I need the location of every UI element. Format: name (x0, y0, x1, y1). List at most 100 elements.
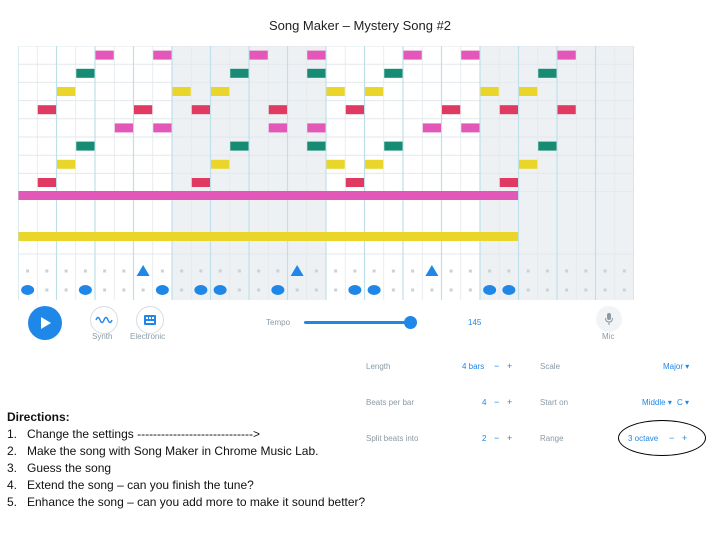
length-plus-button[interactable]: + (507, 361, 513, 371)
note-block (230, 68, 249, 78)
direction-item: 4. Extend the song – can you finish the … (7, 477, 427, 494)
percussion-triangle (136, 265, 150, 276)
tempo-slider-thumb[interactable] (404, 316, 417, 329)
start-on-select[interactable]: Middle ▾ (642, 398, 672, 407)
percussion-dot (314, 288, 318, 292)
percussion-dot (218, 269, 222, 273)
note-block (519, 159, 538, 169)
percussion-circle (502, 285, 516, 295)
percussion-dot (45, 269, 49, 273)
percussion-dot (103, 269, 107, 273)
percussion-dot (584, 269, 588, 273)
note-block (345, 178, 364, 187)
length-label: Length (366, 362, 391, 371)
note-block (249, 50, 268, 60)
direction-text: Extend the song – can you finish the tun… (27, 478, 254, 492)
note-block (442, 105, 461, 115)
split-minus-button[interactable]: − (494, 433, 500, 443)
percussion-dot (122, 269, 126, 273)
direction-number: 2. (7, 444, 18, 458)
percussion-dot (334, 269, 338, 273)
beats-plus-button[interactable]: + (507, 397, 513, 407)
note-block (384, 68, 403, 78)
percussion-dot (122, 288, 126, 292)
note-block (57, 159, 76, 169)
percussion-dot (449, 269, 453, 273)
direction-number: 3. (7, 461, 18, 475)
percussion-dot (180, 288, 184, 292)
direction-text: Make the song with Song Maker in Chrome … (27, 444, 319, 458)
percussion-circle (194, 285, 208, 295)
note-block (211, 87, 230, 96)
percussion-dot (507, 269, 511, 273)
synth-wave-icon (95, 316, 113, 324)
percussion-dot (565, 288, 569, 292)
play-icon (41, 317, 51, 329)
percussion-dot (391, 269, 395, 273)
controls-bar: Synth Electronic Tempo 145 Mic (18, 300, 634, 350)
start-note-value: C (677, 398, 683, 407)
percussion-triangle (425, 265, 439, 276)
percussion-dot (584, 288, 588, 292)
note-block (57, 87, 76, 96)
percussion-dot (526, 288, 530, 292)
split-plus-button[interactable]: + (507, 433, 513, 443)
percussion-dot (180, 269, 184, 273)
beats-minus-button[interactable]: − (494, 397, 500, 407)
percussion-dot (526, 269, 530, 273)
percussion-dot (603, 288, 607, 292)
note-block (538, 68, 557, 78)
synth-label: Synth (92, 332, 113, 341)
percussion-dot (160, 269, 164, 273)
song-grid[interactable] (18, 46, 634, 300)
drum-machine-icon (144, 315, 156, 325)
split-beats-label: Split beats into (366, 434, 419, 443)
direction-text: Guess the song (27, 461, 112, 475)
page-title: Song Maker – Mystery Song #2 (268, 18, 452, 33)
note-block (134, 105, 153, 115)
start-on-label: Start on (540, 398, 569, 407)
electronic-button[interactable] (136, 306, 164, 334)
length-value: 4 bars (462, 362, 485, 371)
percussion-dot (565, 269, 569, 273)
start-note-select[interactable]: C ▾ (677, 398, 689, 407)
note-block (76, 141, 95, 151)
synth-button[interactable] (90, 306, 118, 334)
percussion-dot (83, 269, 87, 273)
note-block (557, 50, 576, 60)
direction-number: 4. (7, 478, 18, 492)
tempo-slider-track[interactable] (304, 321, 414, 324)
note-block (37, 105, 56, 115)
percussion-dot (295, 288, 299, 292)
note-block (345, 105, 364, 115)
note-block (211, 159, 230, 169)
mic-button[interactable] (596, 306, 622, 332)
note-grid-canvas[interactable] (18, 46, 634, 300)
note-block (37, 178, 56, 187)
scale-select[interactable]: Major ▾ (663, 362, 689, 371)
play-button[interactable] (28, 306, 62, 340)
note-block (307, 68, 326, 78)
note-block (307, 123, 326, 133)
start-on-value: Middle (642, 398, 666, 407)
note-block (95, 50, 114, 60)
note-block (326, 87, 345, 96)
percussion-dot (411, 269, 415, 273)
percussion-dot (257, 288, 261, 292)
note-block (307, 50, 326, 60)
percussion-dot (622, 269, 626, 273)
note-block (18, 191, 518, 200)
note-block (403, 50, 422, 60)
note-block (326, 159, 345, 169)
note-block (307, 141, 326, 151)
percussion-dot (199, 269, 203, 273)
percussion-dot (622, 288, 626, 292)
note-block (76, 68, 95, 78)
percussion-circle (367, 285, 381, 295)
electronic-label: Electronic (130, 332, 166, 341)
note-block (153, 50, 172, 60)
start-note-chevron-down-icon: ▾ (685, 398, 690, 407)
percussion-dot (276, 269, 280, 273)
note-block (538, 141, 557, 151)
length-minus-button[interactable]: − (494, 361, 500, 371)
